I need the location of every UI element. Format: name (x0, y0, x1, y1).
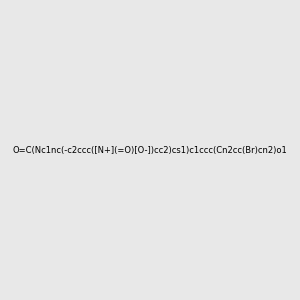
Text: O=C(Nc1nc(-c2ccc([N+](=O)[O-])cc2)cs1)c1ccc(Cn2cc(Br)cn2)o1: O=C(Nc1nc(-c2ccc([N+](=O)[O-])cc2)cs1)c1… (13, 146, 287, 154)
